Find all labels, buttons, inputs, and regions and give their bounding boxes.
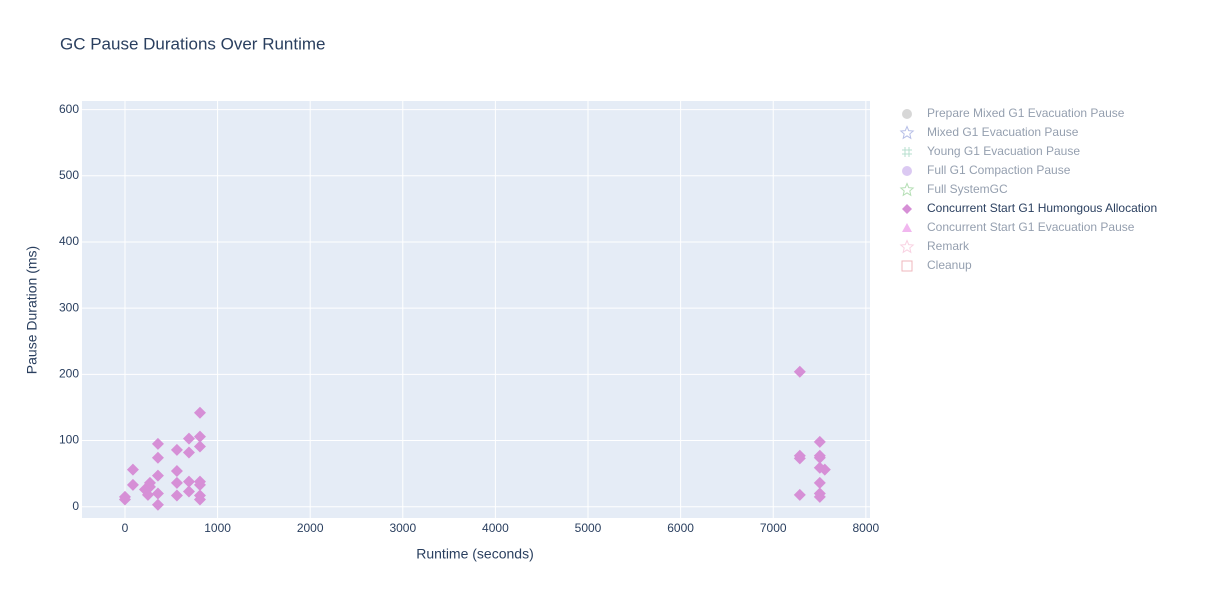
x-tick-label: 5000 [575,521,602,535]
legend-marker[interactable] [901,260,913,272]
x-tick-label: 1000 [204,521,231,535]
data-point [151,498,164,511]
data-point [193,406,206,419]
data-point [182,432,195,445]
legend-marker[interactable] [902,204,912,214]
x-tick-label: 4000 [482,521,509,535]
legend-label[interactable]: Full G1 Compaction Pause [927,163,1071,177]
data-point [141,488,154,501]
data-point [126,463,139,476]
y-tick-label: 0 [72,499,79,513]
legend-marker[interactable] [902,223,912,232]
data-point [151,469,164,482]
data-point [182,485,195,498]
legend-marker[interactable] [902,147,912,157]
data-point [813,451,826,464]
y-tick-label: 600 [59,102,79,116]
legend-label[interactable]: Prepare Mixed G1 Evacuation Pause [927,106,1125,120]
y-tick-label: 200 [59,367,79,381]
y-axis-label: Pause Duration (ms) [24,246,40,374]
data-point [793,452,806,465]
data-point [193,430,206,443]
x-tick-label: 3000 [389,521,416,535]
plot-area [82,101,870,518]
data-point [793,365,806,378]
data-point [143,476,156,489]
legend-label[interactable]: Young G1 Evacuation Pause [927,144,1080,158]
legend-label[interactable]: Cleanup [927,258,972,272]
legend-marker[interactable] [902,166,912,176]
data-point [170,443,183,456]
legend-marker[interactable] [899,239,915,254]
x-tick-label: 0 [122,521,129,535]
y-tick-label: 500 [59,168,79,182]
data-point [818,463,831,476]
y-tick-label: 100 [59,433,79,447]
legend-label[interactable]: Full SystemGC [927,182,1008,196]
data-point [813,476,826,489]
data-point [151,451,164,464]
legend-label[interactable]: Concurrent Start G1 Evacuation Pause [927,220,1135,234]
legend-label[interactable]: Concurrent Start G1 Humongous Allocation [927,201,1157,215]
data-point [813,490,826,503]
data-point [193,493,206,506]
data-point [126,478,139,491]
legend-marker[interactable] [902,109,912,119]
legend-label[interactable]: Mixed G1 Evacuation Pause [927,125,1079,139]
data-point [193,440,206,453]
legend-marker[interactable] [899,125,915,140]
data-point [193,478,206,491]
legend-marker[interactable] [899,182,915,197]
chart-title: GC Pause Durations Over Runtime [60,34,326,53]
data-point [793,488,806,501]
x-tick-label: 6000 [667,521,694,535]
x-tick-label: 2000 [297,521,324,535]
y-tick-label: 400 [59,234,79,248]
data-point [182,475,195,488]
data-point [170,489,183,502]
x-tick-label: 8000 [852,521,879,535]
data-point [170,476,183,489]
data-point [118,493,131,506]
data-point [813,435,826,448]
x-tick-label: 7000 [760,521,787,535]
legend-label[interactable]: Remark [927,239,970,253]
data-point [151,487,164,500]
data-point [151,437,164,450]
x-axis-label: Runtime (seconds) [416,546,534,562]
data-point [170,465,183,478]
y-tick-label: 300 [59,300,79,314]
data-point [182,446,195,459]
